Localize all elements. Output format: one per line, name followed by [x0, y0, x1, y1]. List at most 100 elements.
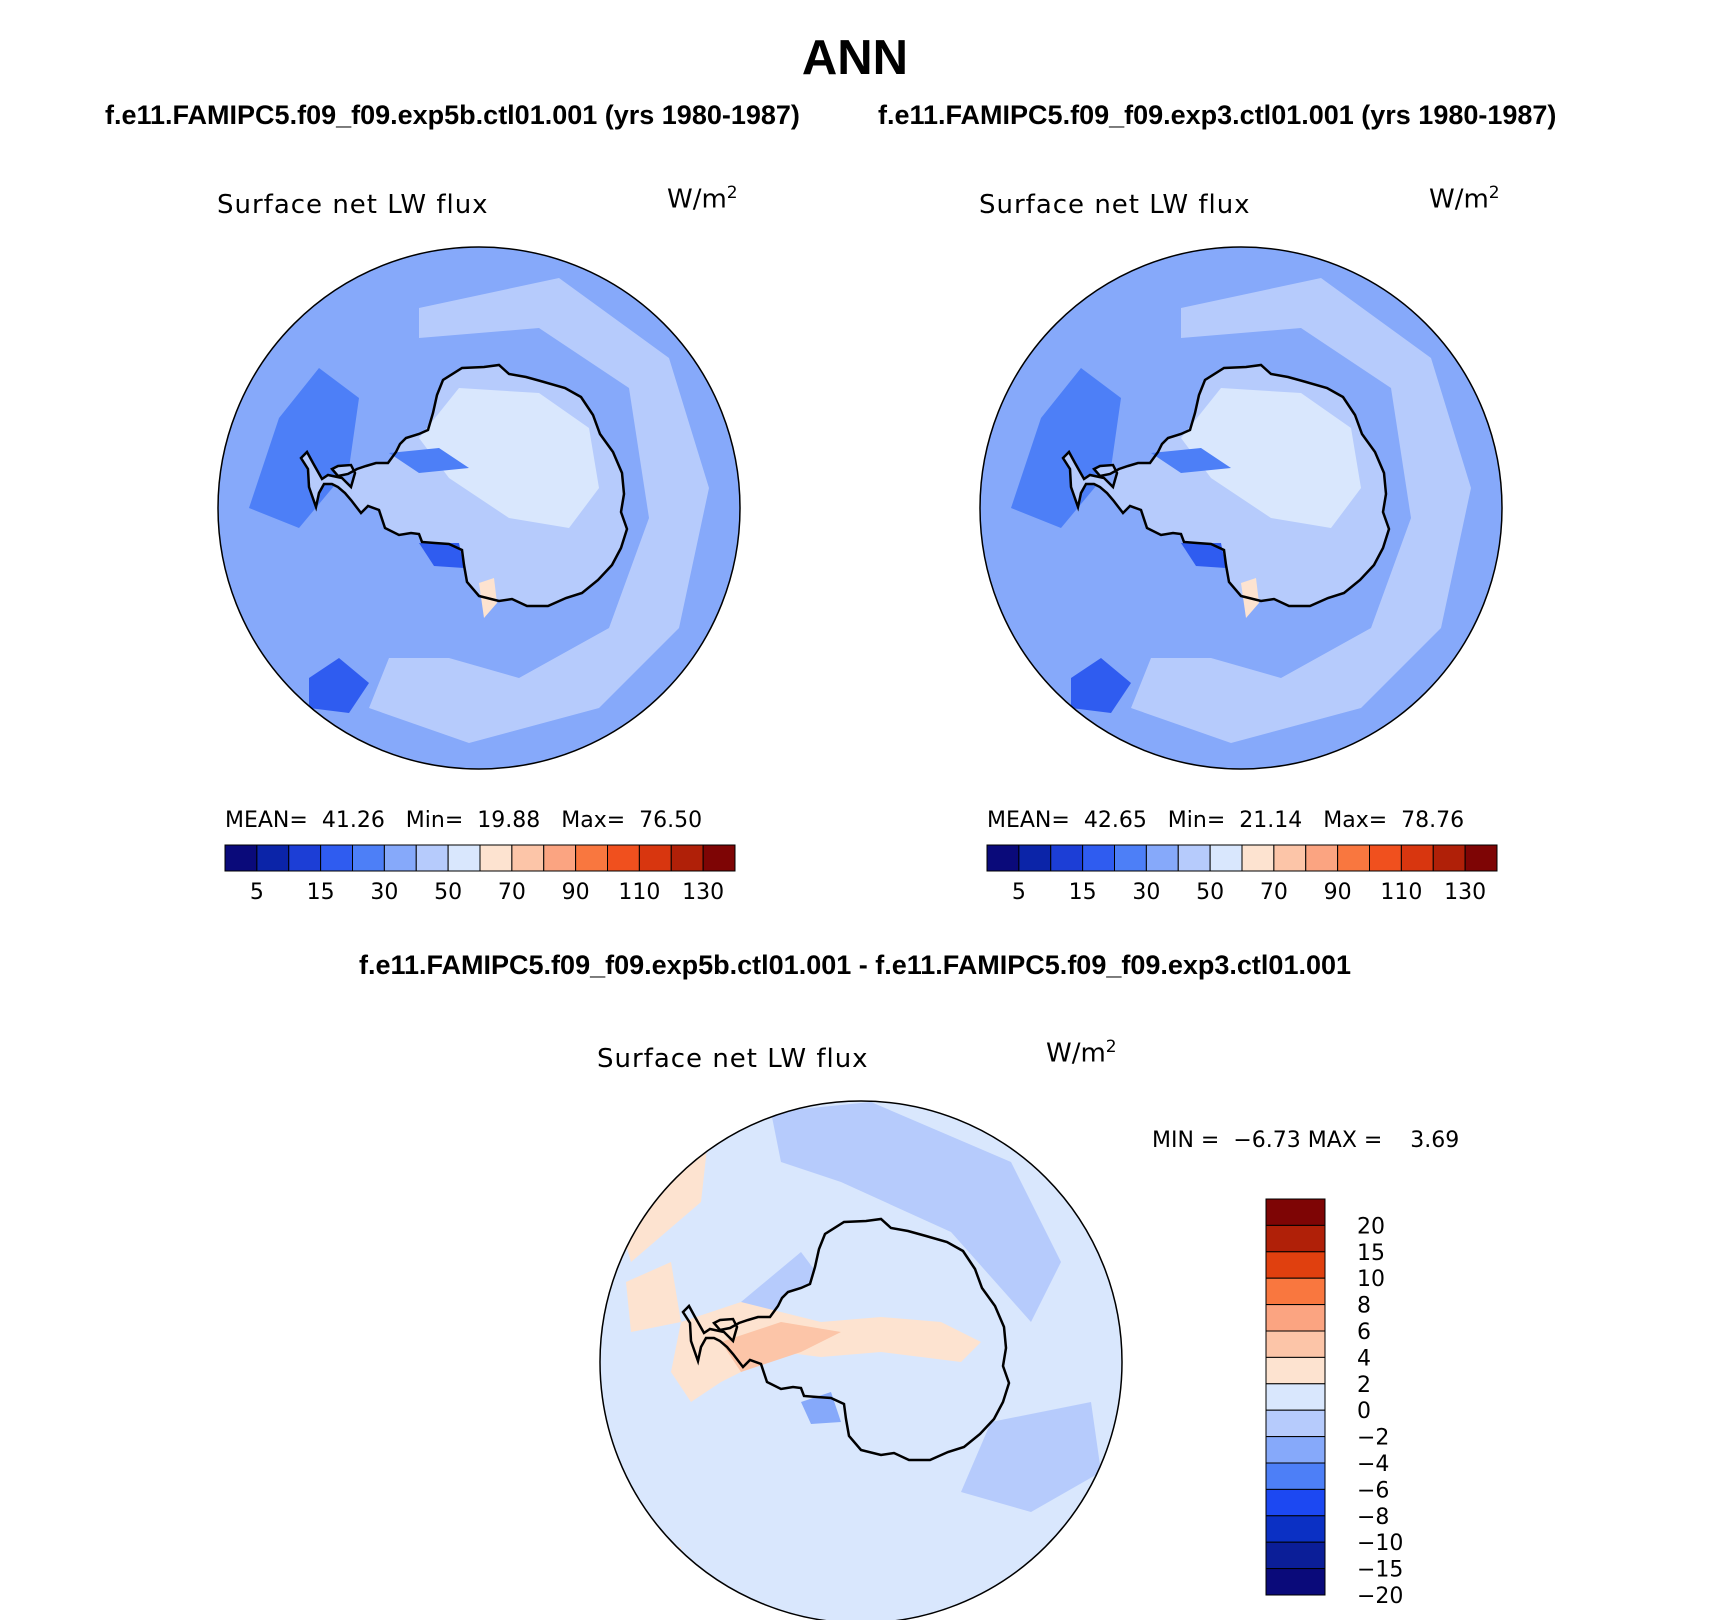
colorbar-tick-label: 30: [1132, 880, 1160, 905]
colorbar-swatch: [1337, 844, 1370, 872]
left-plot-title: Surface net LW flux: [217, 190, 489, 220]
min-label: Min=: [405, 808, 464, 833]
colorbar-tick-label: 30: [370, 880, 398, 905]
right-stats: MEAN= 42.65 Min= 21.14 Max= 78.76: [987, 808, 1464, 833]
colorbar-tick-label: 5: [250, 880, 264, 905]
colorbar-tick-label: 110: [618, 880, 660, 905]
colorbar-tick-label: 5: [1012, 880, 1026, 905]
colorbar-swatch: [1114, 844, 1147, 872]
left-map: [218, 247, 740, 769]
colorbar-tick-label: 90: [1324, 880, 1352, 905]
colorbar-swatch: [1082, 844, 1115, 872]
diff-units-label: W/m2: [1046, 1037, 1117, 1069]
colorbar-swatch: [288, 844, 322, 872]
colorbar-tick-label: 15: [1069, 880, 1097, 905]
map-boundary: [979, 246, 1503, 770]
left-colorbar: 5 15 30 50 70 90 110 130: [224, 844, 736, 905]
colorbar-swatch: [352, 844, 385, 872]
figure-title: ANN: [801, 31, 909, 85]
colorbar-tick-label: 130: [682, 880, 724, 905]
colorbar-tick-label: 130: [1444, 880, 1486, 905]
colorbar-tick-label: 90: [562, 880, 590, 905]
antarctica-coastline: [299, 363, 629, 608]
min-value: 21.14: [1239, 808, 1303, 833]
antarctica-coastline: [1061, 363, 1391, 608]
colorbar-swatch: [1265, 1462, 1326, 1490]
colorbar-swatch: [1265, 1330, 1326, 1358]
colorbar-swatch: [1265, 1251, 1326, 1279]
left-case-title: f.e11.FAMIPC5.f09_f09.exp5b.ctl01.001 (y…: [105, 100, 800, 130]
min-value: −6.73: [1233, 1128, 1301, 1153]
colorbar-swatch: [1273, 844, 1307, 872]
difference-map: [600, 1101, 1122, 1620]
left-units-label: W/m2: [667, 183, 738, 215]
colorbar-tick-label: 6: [1357, 1320, 1371, 1345]
right-units-label: W/m2: [1429, 183, 1500, 215]
colorbar-tick-label: −8: [1357, 1505, 1389, 1530]
colorbar-swatch: [1177, 844, 1211, 872]
colorbar-tick-label: 50: [434, 880, 462, 905]
colorbar-tick-label: −20: [1357, 1584, 1403, 1609]
colorbar-tick-label: −6: [1357, 1478, 1389, 1503]
colorbar-swatch: [383, 844, 417, 872]
colorbar-swatch: [1265, 1383, 1326, 1411]
mean-label: MEAN=: [225, 808, 308, 833]
colorbar-tick-label: 2: [1357, 1373, 1371, 1398]
colorbar-swatch: [1209, 844, 1243, 872]
colorbar-swatch: [1265, 1568, 1326, 1596]
colorbar-tick-label: 0: [1357, 1399, 1371, 1424]
colorbar-tick-label: 15: [1357, 1241, 1385, 1266]
colorbar-tick-label: −15: [1357, 1558, 1403, 1583]
colorbar-swatch: [1432, 844, 1466, 872]
colorbar-tick-label: −2: [1357, 1426, 1389, 1451]
colorbar-swatch: [1369, 844, 1402, 872]
colorbar-swatch: [1265, 1541, 1326, 1570]
colorbar-swatch: [1018, 844, 1052, 872]
colorbar-tick-label: 15: [307, 880, 335, 905]
map-boundary: [217, 246, 741, 770]
mean-value: 42.65: [1083, 808, 1147, 833]
min-value: 19.88: [477, 808, 541, 833]
max-value: 76.50: [639, 808, 703, 833]
right-colorbar: 5 15 30 50 70 90 110 130: [986, 844, 1498, 905]
colorbar-tick-label: 10: [1357, 1267, 1385, 1292]
colorbar-swatch: [1265, 1488, 1326, 1517]
colorbar-swatch: [702, 844, 736, 872]
diff-stats: MIN = −6.73 MAX = 3.69: [1152, 1128, 1459, 1153]
colorbar-swatch: [415, 844, 449, 872]
right-plot-title: Surface net LW flux: [979, 190, 1251, 220]
colorbar-swatch: [607, 844, 640, 872]
left-stats: MEAN= 41.26 Min= 19.88 Max= 76.50: [225, 808, 702, 833]
colorbar-swatch: [1265, 1224, 1326, 1253]
mean-label: MEAN=: [987, 808, 1070, 833]
colorbar-swatch: [1050, 844, 1084, 872]
colorbar-swatch: [986, 844, 1020, 872]
colorbar-swatch: [1464, 844, 1498, 872]
colorbar-swatch: [1241, 844, 1275, 872]
colorbar-tick-label: 20: [1357, 1214, 1385, 1239]
right-map: [980, 247, 1502, 769]
colorbar-swatch: [1265, 1515, 1326, 1543]
colorbar-tick-label: 70: [498, 880, 526, 905]
colorbar-swatch: [1265, 1409, 1326, 1438]
colorbar-swatch: [1265, 1304, 1326, 1332]
difference-case-title: f.e11.FAMIPC5.f09_f09.exp5b.ctl01.001 - …: [358, 950, 1352, 980]
colorbar-swatch: [256, 844, 290, 872]
colorbar-swatch: [1265, 1436, 1326, 1464]
colorbar-swatch: [575, 844, 608, 872]
max-value: 78.76: [1401, 808, 1465, 833]
colorbar-tick-label: 50: [1196, 880, 1224, 905]
colorbar-swatch: [320, 844, 353, 872]
colorbar-swatch: [479, 844, 513, 872]
colorbar-swatch: [447, 844, 481, 872]
max-value: 3.69: [1410, 1128, 1460, 1153]
min-label: Min=: [1167, 808, 1226, 833]
map-boundary: [599, 1100, 1123, 1620]
max-label: MAX =: [1307, 1128, 1383, 1153]
colorbar-swatch: [1145, 844, 1179, 872]
right-case-title: f.e11.FAMIPC5.f09_f09.exp3.ctl01.001 (yr…: [878, 100, 1557, 130]
colorbar-swatch: [1265, 1277, 1326, 1306]
antarctica-coastline: [681, 1217, 1011, 1462]
